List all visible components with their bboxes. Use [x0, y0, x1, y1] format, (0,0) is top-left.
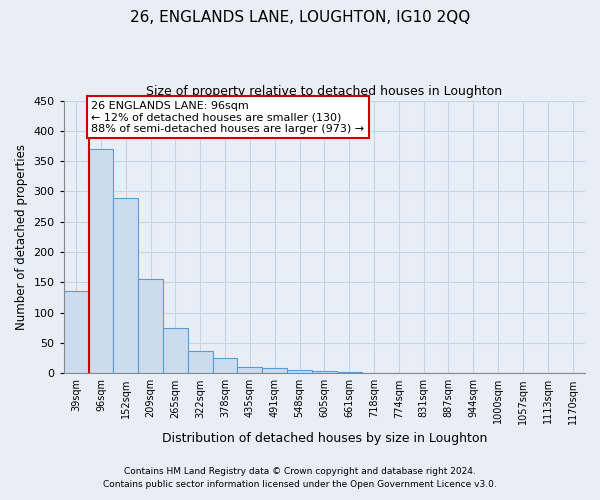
Text: 26, ENGLANDS LANE, LOUGHTON, IG10 2QQ: 26, ENGLANDS LANE, LOUGHTON, IG10 2QQ [130, 10, 470, 25]
Bar [287, 370, 312, 374]
Text: 26 ENGLANDS LANE: 96sqm
← 12% of detached houses are smaller (130)
88% of semi-d: 26 ENGLANDS LANE: 96sqm ← 12% of detache… [91, 100, 364, 134]
X-axis label: Distribution of detached houses by size in Loughton: Distribution of detached houses by size … [161, 432, 487, 445]
Bar [163, 328, 188, 374]
Y-axis label: Number of detached properties: Number of detached properties [15, 144, 28, 330]
Bar [312, 371, 337, 374]
Bar [113, 198, 138, 374]
Text: Contains HM Land Registry data © Crown copyright and database right 2024.
Contai: Contains HM Land Registry data © Crown c… [103, 468, 497, 489]
Bar [138, 280, 163, 374]
Bar [238, 367, 262, 374]
Bar [337, 372, 362, 374]
Bar [262, 368, 287, 374]
Bar [212, 358, 238, 374]
Bar [64, 292, 89, 374]
Bar [188, 351, 212, 374]
Bar [89, 149, 113, 374]
Title: Size of property relative to detached houses in Loughton: Size of property relative to detached ho… [146, 85, 502, 98]
Bar [362, 372, 386, 374]
